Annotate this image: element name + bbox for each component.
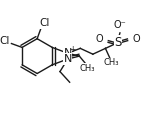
Text: O⁻: O⁻ bbox=[114, 20, 126, 30]
Text: O: O bbox=[133, 34, 140, 44]
Text: O: O bbox=[96, 34, 104, 44]
Text: +: + bbox=[69, 45, 75, 54]
Text: CH₃: CH₃ bbox=[79, 64, 95, 73]
Text: N: N bbox=[64, 48, 72, 58]
Text: Cl: Cl bbox=[40, 18, 50, 28]
Text: Cl: Cl bbox=[0, 36, 10, 46]
Text: S: S bbox=[114, 36, 122, 49]
Text: CH₃: CH₃ bbox=[104, 58, 119, 67]
Text: N: N bbox=[64, 54, 72, 64]
